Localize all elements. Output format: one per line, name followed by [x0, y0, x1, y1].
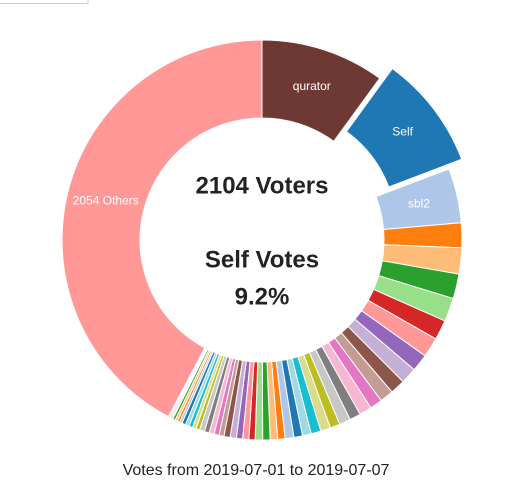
footer: Votes from 2019-07-01 to 2019-07-07: [123, 462, 390, 479]
slice-label: Self: [392, 125, 413, 139]
slice: [261, 39, 381, 143]
top-box-edge: [0, 0, 89, 4]
donut: [61, 39, 463, 441]
slice: [61, 39, 263, 418]
center-value: 9.2%: [235, 283, 290, 310]
center-subtitle: Self Votes: [205, 246, 319, 273]
slice-label: sbl2: [408, 196, 430, 210]
slice-label: 2054 Others: [73, 193, 139, 207]
center-title: 2104 Voters: [196, 172, 329, 199]
slice-label: qurator: [293, 79, 331, 93]
slice: [345, 67, 463, 188]
